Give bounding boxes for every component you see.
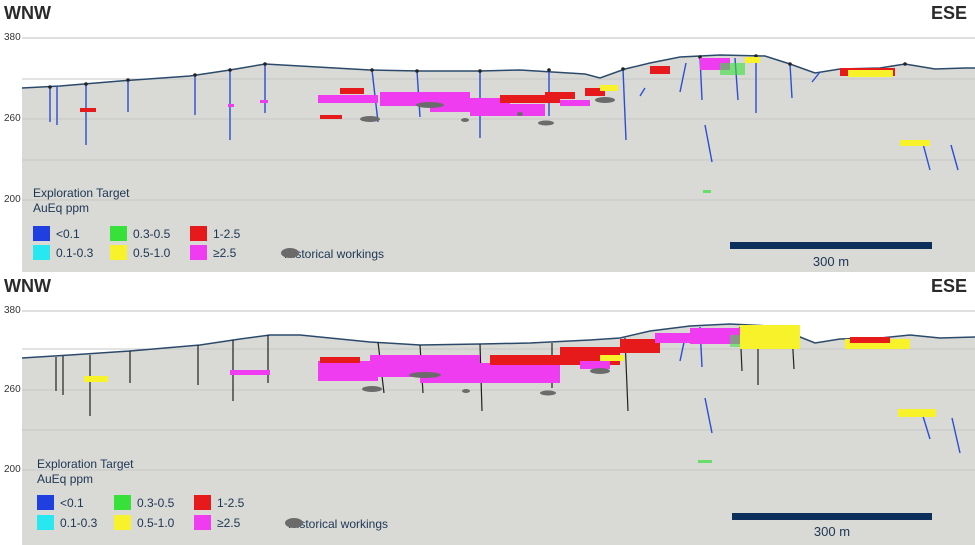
legend-historical-workings: Historical workings [284,517,388,531]
ground-fill [22,55,975,272]
legend-item: 0.3-0.5 [114,495,174,510]
drill-holes [49,56,959,171]
elevation-label: 200 [4,464,21,475]
ore-blocks [80,57,930,193]
historical-workings-icon [281,248,299,258]
legend-item: 0.5-1.0 [110,245,170,260]
scale-bar [730,242,932,249]
legend-title: Exploration Target AuEq ppm [33,186,130,215]
section-panel-bottom: WNW ESE 380 260 200 Exploration Target A… [0,273,975,545]
direction-right: ESE [930,3,967,23]
section-panel-top: WNW ESE 380 260 200 Exploration Target A… [0,0,975,272]
legend-item: 0.1-0.3 [37,515,97,530]
legend-item: 1-2.5 [194,495,244,510]
elevation-label: 380 [4,305,21,316]
historical-workings-shapes [360,97,615,126]
cross-section-top [21,37,975,272]
legend-item: 1-2.5 [190,226,240,241]
elevation-label: 200 [4,194,21,205]
cross-section-bottom [21,310,975,545]
direction-left: WNW [4,3,51,23]
drill-collars [48,54,907,89]
legend-item: <0.1 [37,495,84,510]
scale-bar [732,513,932,520]
legend-item: ≥2.5 [190,245,236,260]
elevation-label: 380 [4,32,21,43]
scale-label: 300 m [813,524,851,539]
legend-item: 0.5-1.0 [114,515,174,530]
legend-item: ≥2.5 [194,515,240,530]
ore-blocks [84,325,936,463]
legend-historical-workings: Historical workings [280,247,384,261]
legend-item: <0.1 [33,226,80,241]
historical-workings-icon [285,518,303,528]
ground-fill [22,324,975,545]
historical-workings-shapes [362,368,610,396]
legend-item: 0.3-0.5 [110,226,170,241]
legend-title: Exploration Target AuEq ppm [37,457,134,486]
scale-label: 300 m [812,254,850,269]
elevation-label: 260 [4,113,21,124]
legend-item: 0.1-0.3 [33,245,93,260]
elevation-label: 260 [4,384,21,395]
direction-right: ESE [930,276,967,296]
direction-left: WNW [4,276,51,296]
